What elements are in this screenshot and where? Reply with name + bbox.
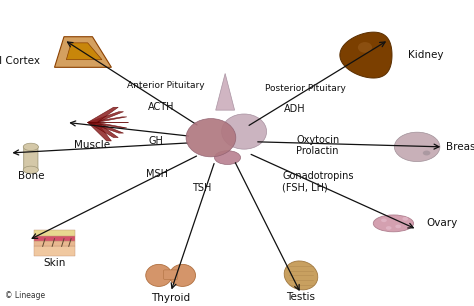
Text: ADH: ADH	[284, 104, 306, 114]
Text: ACTH: ACTH	[148, 102, 174, 112]
Bar	[34, 241, 75, 246]
Circle shape	[402, 217, 408, 221]
Text: Ovary: Ovary	[427, 218, 458, 228]
Ellipse shape	[373, 215, 413, 232]
Polygon shape	[66, 43, 102, 60]
Text: GH: GH	[149, 136, 164, 146]
Circle shape	[423, 151, 430, 155]
Text: Oxytocin
Prolactin: Oxytocin Prolactin	[296, 135, 339, 156]
Text: Anterior Pituitary: Anterior Pituitary	[127, 81, 205, 90]
Text: MSH: MSH	[146, 170, 168, 179]
Ellipse shape	[222, 114, 266, 149]
Polygon shape	[88, 122, 111, 141]
Text: Muscle: Muscle	[74, 140, 110, 150]
Circle shape	[386, 226, 392, 230]
Polygon shape	[88, 112, 124, 122]
Text: TSH: TSH	[192, 183, 211, 193]
Text: Skin: Skin	[43, 258, 66, 268]
Ellipse shape	[170, 264, 195, 286]
Ellipse shape	[186, 118, 236, 157]
Ellipse shape	[23, 143, 38, 151]
Circle shape	[394, 132, 440, 162]
Ellipse shape	[284, 261, 318, 290]
Text: Testis: Testis	[286, 292, 316, 302]
Text: Adrenal Cortex: Adrenal Cortex	[0, 56, 40, 66]
Polygon shape	[88, 117, 127, 122]
Polygon shape	[88, 107, 118, 122]
Bar	[34, 230, 75, 236]
FancyBboxPatch shape	[164, 270, 178, 279]
Text: Kidney: Kidney	[408, 50, 443, 60]
Text: Gonadotropins
(FSH, LH): Gonadotropins (FSH, LH)	[282, 171, 354, 193]
Bar	[34, 246, 75, 256]
Text: Breast: Breast	[446, 142, 474, 152]
Text: Bone: Bone	[18, 171, 44, 181]
Bar	[34, 236, 75, 241]
Polygon shape	[88, 122, 118, 137]
Ellipse shape	[358, 42, 372, 53]
Polygon shape	[216, 73, 235, 110]
Text: Posterior Pituitary: Posterior Pituitary	[265, 84, 346, 93]
Polygon shape	[55, 37, 111, 67]
Ellipse shape	[23, 166, 38, 174]
Circle shape	[395, 225, 401, 228]
Polygon shape	[340, 32, 392, 78]
Polygon shape	[88, 122, 124, 133]
Circle shape	[381, 218, 387, 222]
Ellipse shape	[214, 151, 240, 164]
Text: Thyroid: Thyroid	[151, 293, 190, 303]
Text: © Lineage: © Lineage	[5, 291, 45, 300]
FancyBboxPatch shape	[24, 145, 38, 171]
Polygon shape	[88, 122, 127, 128]
Ellipse shape	[146, 264, 172, 286]
